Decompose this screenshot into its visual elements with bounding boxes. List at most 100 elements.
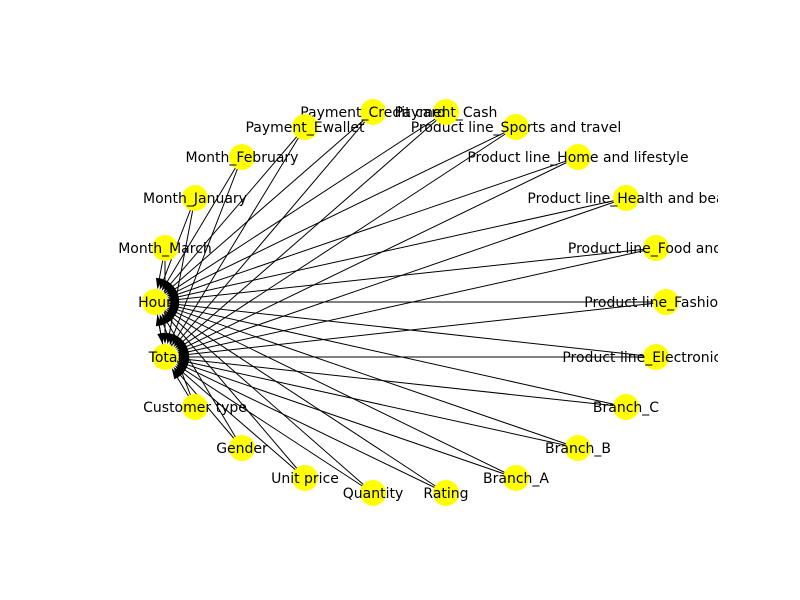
edge-pl_health-to-hour: [176, 197, 627, 298]
node-quantity: Quantity: [343, 480, 404, 506]
edge-branch_b-to-hour: [175, 308, 579, 449]
edge-pay_credit-to-hour: [171, 111, 374, 288]
edge-pay_cash-to-total: [181, 111, 447, 343]
edge-pay_ewallet-to-hour: [168, 126, 306, 286]
node-pay-credit: Payment_Credit card: [300, 99, 446, 125]
node-branch-b: Branch_B: [545, 435, 611, 461]
edge-pay_credit-to-total: [178, 111, 374, 341]
node-pl-home: Product line_Home and lifestyle: [467, 144, 689, 170]
node-label: Payment_Ewallet: [245, 120, 365, 136]
edge-rating-to-hour: [173, 313, 447, 494]
node-pay-ewallet: Payment_Ewallet: [245, 114, 365, 140]
node-circle: [653, 289, 679, 315]
node-label: Customer type: [143, 400, 247, 416]
node-circle: [292, 114, 318, 140]
node-label: Product line_Electronic acc: [562, 350, 749, 366]
node-branch-c: Branch_C: [593, 394, 659, 420]
node-circle: [152, 235, 178, 261]
node-pay-cash: Payment_Cash: [395, 99, 498, 125]
node-label: Product line_Home and lifestyle: [467, 150, 688, 166]
arrowhead-unit_price-to-total: [174, 365, 186, 376]
node-pl-food: Product line_Food and be: [568, 235, 744, 261]
node-circle: [292, 465, 318, 491]
edge-pl_food-to-total: [186, 247, 657, 353]
arrowhead-month_mar-to-hour: [155, 277, 163, 290]
node-circle: [503, 465, 529, 491]
edge-branch_a-to-total: [185, 363, 517, 479]
node-branch-a: Branch_A: [483, 465, 549, 491]
edge-pl_fashion-to-total: [186, 301, 667, 356]
node-label: Payment_Cash: [395, 105, 498, 121]
node-circle: [565, 435, 591, 461]
node-circle: [433, 99, 459, 125]
edge-pl_sports-to-total: [183, 126, 517, 346]
edge-gender-to-total: [178, 373, 243, 449]
edge-month_feb-to-total: [172, 156, 243, 337]
node-circle: [613, 185, 639, 211]
node-circle: [613, 394, 639, 420]
node-month-jan: Month_January: [143, 185, 247, 211]
node-pl-electronic: Product line_Electronic acc: [562, 344, 749, 370]
edge-pl_sports-to-hour: [174, 126, 517, 293]
node-label: Quantity: [343, 486, 404, 502]
edge-pl_electronic-to-hour: [176, 303, 657, 358]
node-label: Total: [148, 350, 182, 366]
node-circle: [643, 344, 669, 370]
arrowhead-month_jan-to-total: [166, 332, 173, 345]
edge-branch_b-to-total: [186, 361, 579, 449]
node-label: Hour: [138, 295, 172, 311]
node-label: Product line_Health and bea: [527, 191, 724, 207]
edge-unit_price-to-total: [181, 371, 306, 479]
arrowhead-pay_credit-to-total: [173, 336, 184, 348]
arrowhead-quantity-to-total: [175, 364, 188, 374]
node-gender: Gender: [216, 435, 268, 461]
node-circle: [229, 144, 255, 170]
node-label: Product line_Food and be: [568, 241, 744, 257]
edge-month_jan-to-hour: [162, 197, 196, 282]
edge-pl_home-to-hour: [175, 156, 579, 296]
node-pl-sports: Product line_Sports and travel: [411, 114, 622, 140]
node-label: Branch_B: [545, 441, 611, 457]
arrowhead-pay_ewallet-to-hour: [163, 281, 174, 293]
node-unit-price: Unit price: [271, 465, 339, 491]
node-label: Month_February: [186, 150, 299, 166]
node-label: Month_January: [143, 191, 247, 207]
node-pl-fashion: Product line_Fashion ac: [584, 289, 747, 315]
node-label: Branch_A: [483, 471, 549, 487]
node-customer-type: Customer type: [143, 394, 247, 420]
node-circle: [142, 289, 168, 315]
node-label: Product line_Sports and travel: [411, 120, 622, 136]
arrowhead-rating-to-hour: [165, 309, 177, 319]
edge-unit_price-to-hour: [168, 318, 306, 479]
node-circle: [182, 394, 208, 420]
edge-month_jan-to-total: [168, 197, 196, 336]
edge-quantity-to-hour: [171, 316, 374, 494]
node-circle: [565, 144, 591, 170]
node-label: Branch_C: [593, 400, 659, 416]
node-circle: [433, 480, 459, 506]
node-pl-health: Product line_Health and bea: [527, 185, 724, 211]
edge-branch_a-to-hour: [174, 311, 517, 479]
node-circle: [503, 114, 529, 140]
node-circle: [152, 344, 178, 370]
node-circle: [643, 235, 669, 261]
edge-pay_ewallet-to-total: [176, 126, 306, 339]
node-month-mar: Month_March: [118, 235, 212, 261]
node-circle: [360, 480, 386, 506]
edge-pl_food-to-hour: [176, 247, 657, 301]
edge-pay_cash-to-hour: [173, 111, 447, 291]
node-label: Payment_Credit card: [300, 105, 446, 121]
arrowhead-month_mar-to-total: [161, 333, 169, 344]
edges-layer: [154, 111, 667, 494]
node-hour: Hour: [138, 289, 172, 315]
edge-pl_home-to-total: [184, 156, 579, 348]
node-total: Total: [148, 344, 182, 370]
node-label: Rating: [423, 486, 468, 502]
edge-branch_c-to-total: [186, 358, 627, 408]
node-circle: [229, 435, 255, 461]
node-circle: [182, 185, 208, 211]
node-label: Unit price: [271, 471, 339, 487]
node-rating: Rating: [423, 480, 469, 506]
node-label: Product line_Fashion ac: [584, 295, 747, 311]
